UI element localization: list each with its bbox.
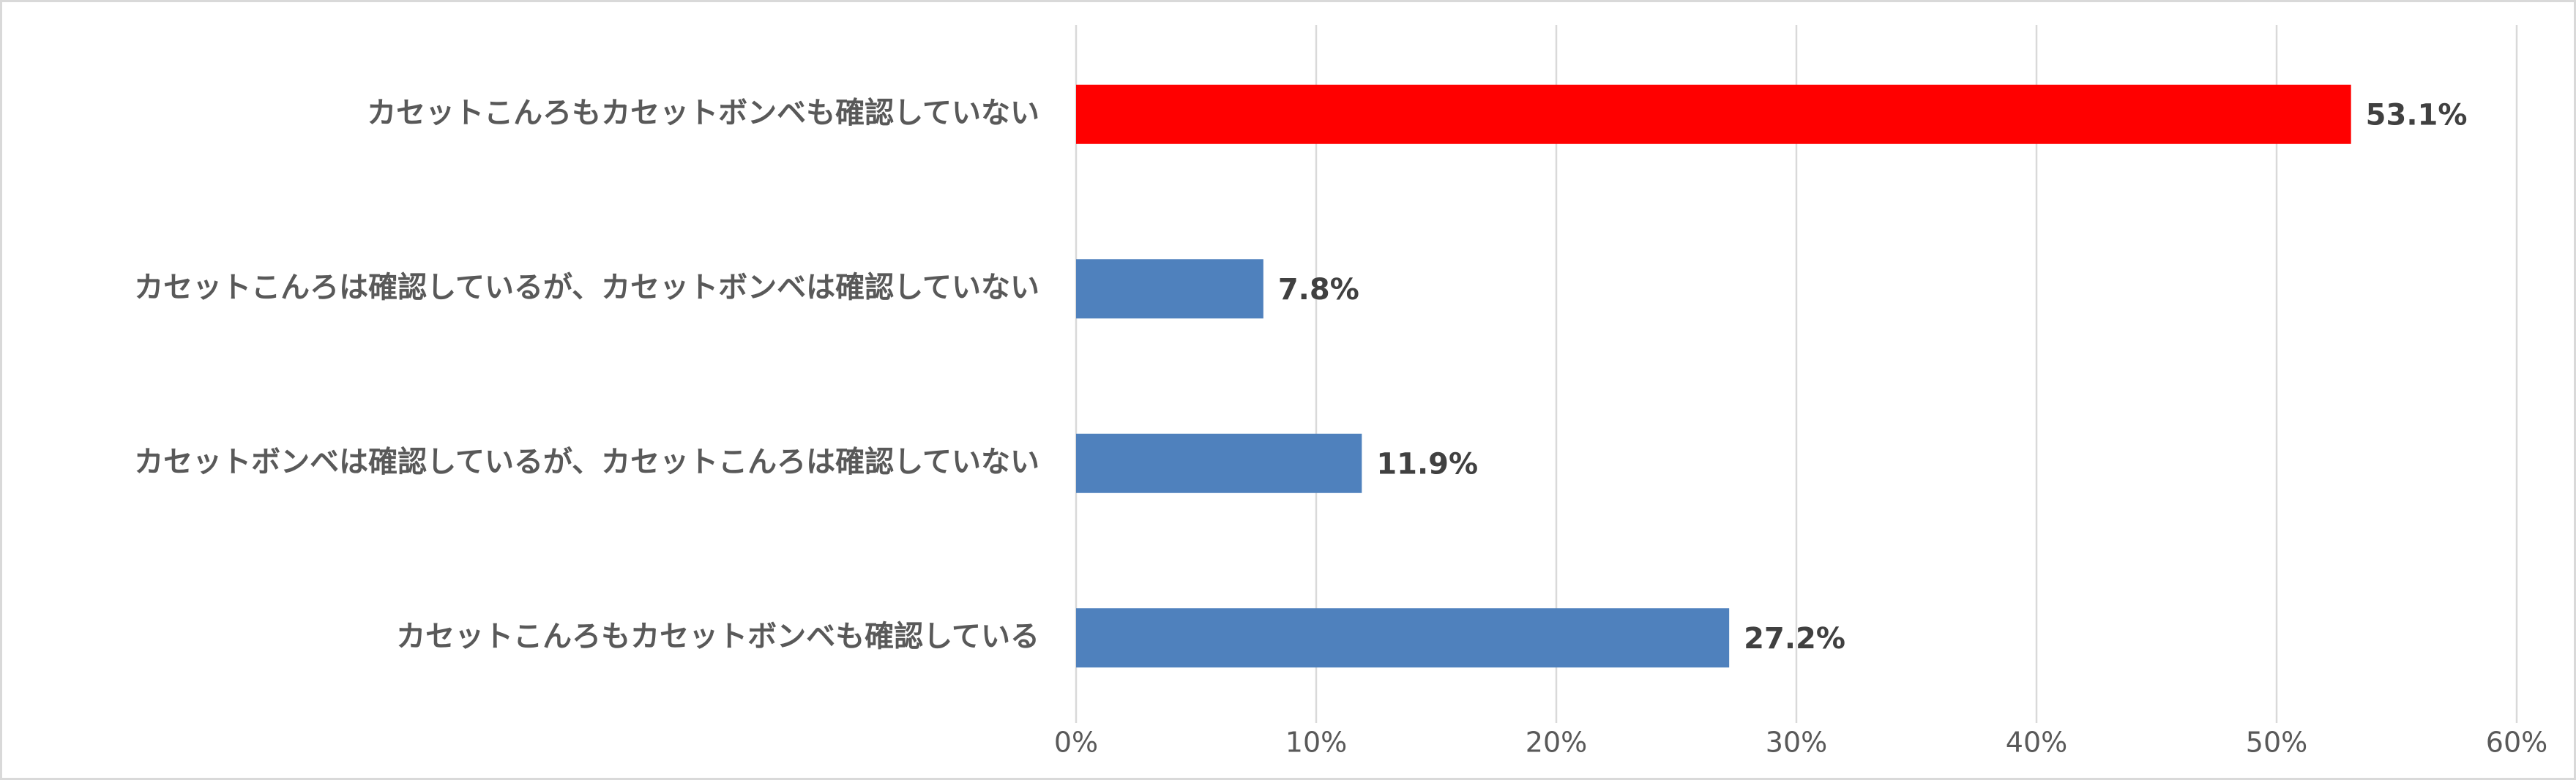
bar xyxy=(1076,433,1362,493)
y-tick-label: カセットこんろもカセットボンベも確認している xyxy=(396,620,1039,653)
x-tick-label: 60% xyxy=(2486,727,2547,759)
y-tick-label: カセットこんろは確認しているが、カセットボンベは確認していない xyxy=(134,271,1039,304)
x-tick-label: 30% xyxy=(1766,727,1827,759)
bar xyxy=(1076,84,2351,144)
x-tick-label: 10% xyxy=(1285,727,1347,759)
y-tick-label: カセットボンベは確認しているが、カセットこんろは確認していない xyxy=(134,445,1039,479)
x-tick-label: 20% xyxy=(1526,727,1587,759)
x-tick-label: 0% xyxy=(1054,727,1098,759)
value-label: 27.2% xyxy=(1744,622,1845,656)
bar xyxy=(1076,259,1263,319)
value-label: 11.9% xyxy=(1376,447,1478,481)
y-tick-label: カセットこんろもカセットボンベも確認していない xyxy=(367,96,1039,130)
x-tick-label: 50% xyxy=(2246,727,2307,759)
bar xyxy=(1076,608,1730,668)
value-label: 7.8% xyxy=(1278,273,1359,307)
value-label: 53.1% xyxy=(2366,98,2468,132)
x-tick-label: 40% xyxy=(2006,727,2067,759)
